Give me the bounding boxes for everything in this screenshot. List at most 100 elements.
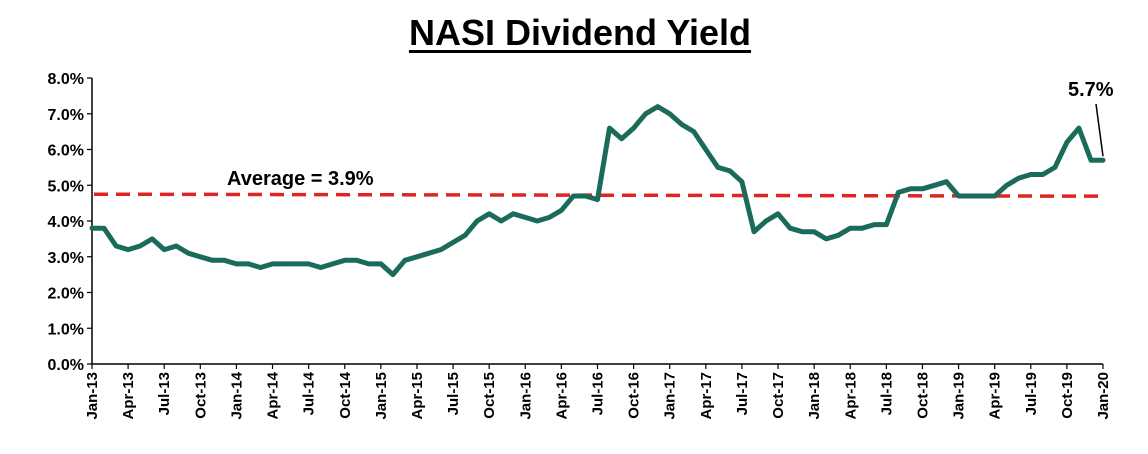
x-axis-ticks: Jan-13 Apr-13 Jul-13 Oct-13 Jan-14 Apr-14 Jul-… <box>84 364 1112 420</box>
data-point <box>162 247 167 252</box>
x-tick-label: Apr-14 <box>265 371 282 419</box>
latest-value-annotation: 5.7% <box>1068 79 1114 101</box>
data-point <box>487 211 492 216</box>
x-tick-label: Jul-14 <box>301 371 318 415</box>
x-tick-label: Jul-13 <box>156 372 173 415</box>
data-point <box>992 193 997 199</box>
data-point <box>354 258 359 263</box>
data-point <box>848 226 853 231</box>
data-point <box>210 258 215 263</box>
x-tick-label: Oct-14 <box>337 371 354 418</box>
x-tick-label: Oct-18 <box>914 372 931 419</box>
average-annotation: Average = 3.9% <box>227 168 374 190</box>
data-point <box>282 261 287 267</box>
series-line <box>89 104 1106 278</box>
data-point <box>751 229 757 234</box>
x-tick-label: Jul-18 <box>878 372 895 415</box>
data-point <box>727 168 733 174</box>
x-tick-label: Apr-18 <box>842 372 859 420</box>
data-point <box>739 179 745 184</box>
y-tick-label: 5.0% <box>48 178 84 195</box>
y-tick-label: 0.0% <box>48 357 84 374</box>
data-point <box>1028 172 1034 177</box>
data-point <box>944 179 949 184</box>
data-point <box>787 226 793 231</box>
x-tick-label: Apr-17 <box>698 372 715 420</box>
data-point <box>571 193 576 199</box>
x-tick-label: Jul-17 <box>734 372 751 415</box>
data-point <box>174 243 179 249</box>
x-tick-label: Jan-13 <box>84 372 101 420</box>
data-point <box>811 229 817 234</box>
x-tick-label: Jan-14 <box>228 371 245 419</box>
data-point <box>511 211 516 216</box>
x-tick-label: Jan-15 <box>373 372 390 420</box>
data-point <box>306 261 311 267</box>
x-tick-label: Jan-18 <box>806 372 823 420</box>
data-point <box>643 111 648 117</box>
data-point <box>1088 158 1094 163</box>
data-point <box>426 251 432 256</box>
data-point <box>619 136 624 141</box>
data-point <box>366 261 371 267</box>
data-point <box>438 247 444 252</box>
data-point <box>691 129 696 134</box>
x-tick-label: Jan-17 <box>662 372 679 420</box>
data-point <box>294 261 299 267</box>
y-tick-label: 3.0% <box>48 250 84 267</box>
data-point <box>920 186 925 191</box>
y-tick-label: 6.0% <box>48 143 84 160</box>
chart-title: NASI Dividend Yield <box>408 12 752 53</box>
data-point <box>1064 140 1070 145</box>
y-tick-label: 4.0% <box>48 214 84 231</box>
data-point <box>186 251 191 256</box>
x-tick-label: Jul-15 <box>445 372 462 415</box>
data-point <box>499 218 504 224</box>
y-tick-label: 8.0% <box>48 71 84 88</box>
latest-value-pointer <box>1095 103 1104 157</box>
series-group <box>89 104 1106 278</box>
data-point <box>258 265 263 270</box>
x-tick-label: Jul-16 <box>590 372 607 415</box>
x-tick-label: Apr-13 <box>120 372 137 420</box>
y-axis-ticks: 0.0% 1.0% 2.0% 3.0% 4.0% 5.0% 6.0% 7.0% 8.0% <box>48 71 92 374</box>
data-point <box>450 240 456 245</box>
average-reference-line <box>93 192 1104 198</box>
data-point <box>1076 125 1082 131</box>
x-tick-label: Apr-19 <box>987 372 1004 420</box>
x-tick-label: Oct-16 <box>626 372 643 419</box>
y-tick-label: 7.0% <box>48 107 84 124</box>
data-point <box>1052 165 1058 170</box>
data-point <box>908 186 913 191</box>
x-tick-label: Apr-16 <box>553 372 570 420</box>
data-point <box>703 147 708 152</box>
data-point <box>932 183 937 188</box>
data-point <box>414 254 420 259</box>
data-point <box>1100 158 1106 163</box>
data-point <box>824 236 829 242</box>
y-tick-label: 2.0% <box>48 286 84 303</box>
x-tick-label: Jul-19 <box>1023 372 1040 415</box>
data-point <box>799 229 805 234</box>
data-point <box>1040 172 1046 177</box>
data-point <box>198 254 203 259</box>
data-point <box>896 190 901 195</box>
data-point <box>583 193 588 199</box>
data-point <box>390 272 396 277</box>
data-point <box>474 218 480 224</box>
data-point <box>980 193 985 199</box>
data-point <box>462 233 468 238</box>
data-point <box>270 261 275 267</box>
data-point <box>956 193 961 199</box>
data-point <box>378 261 384 267</box>
data-point <box>222 258 227 263</box>
data-point <box>872 222 877 227</box>
x-tick-label: Jan-16 <box>517 372 534 420</box>
data-point <box>715 165 721 170</box>
data-point <box>137 243 143 249</box>
data-point <box>318 265 323 270</box>
data-point <box>101 226 107 231</box>
data-point <box>607 125 612 131</box>
x-tick-label: Oct-15 <box>481 372 498 419</box>
